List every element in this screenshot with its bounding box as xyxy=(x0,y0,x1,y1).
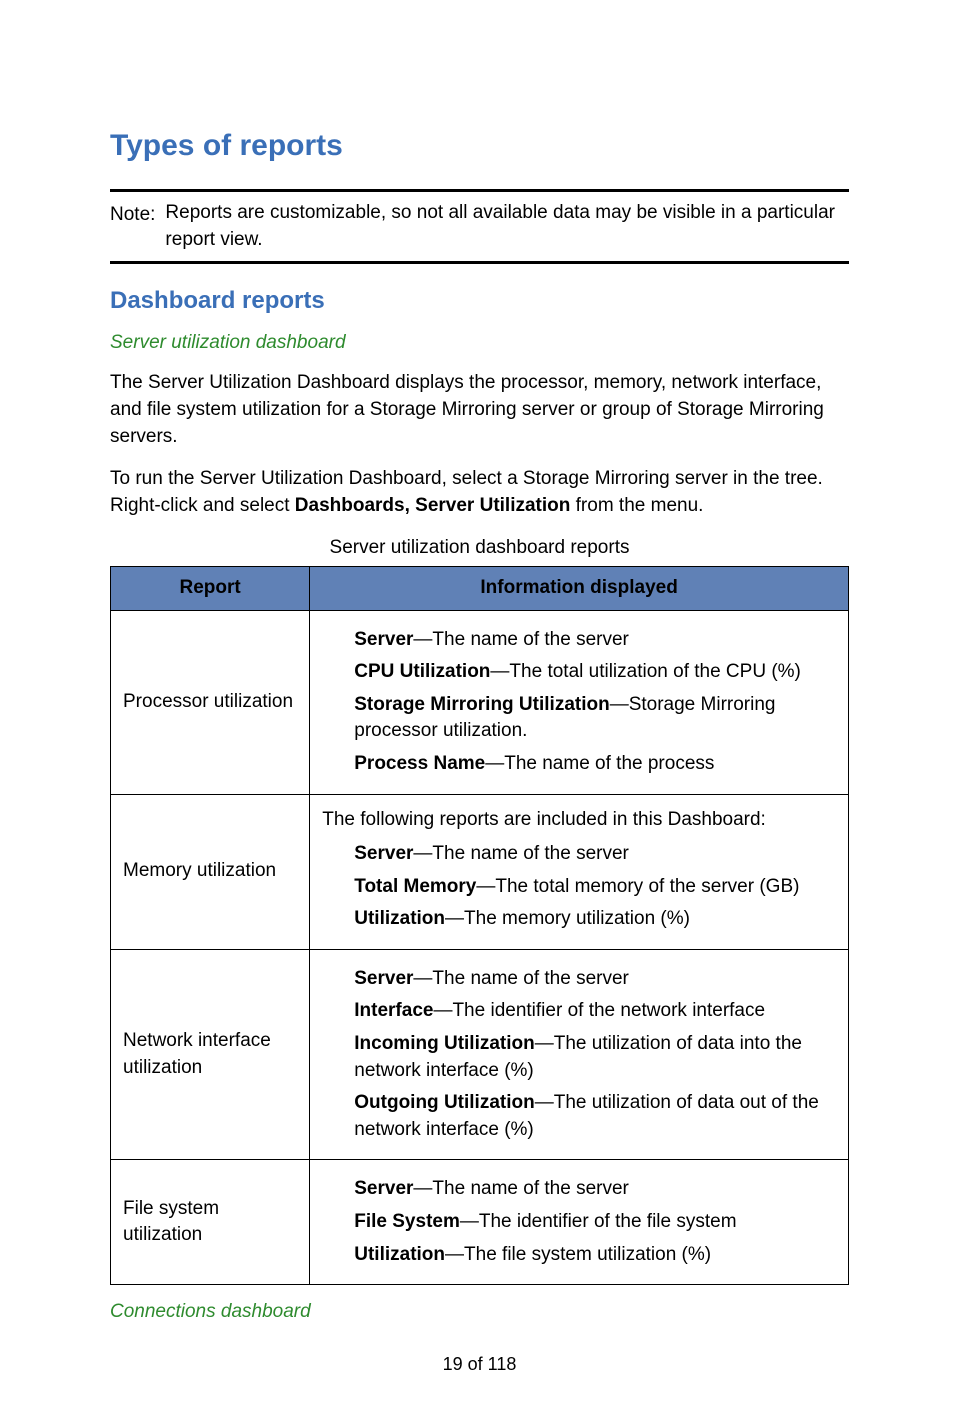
paragraph-intro: The Server Utilization Dashboard display… xyxy=(110,370,849,450)
page-number: 19 of 118 xyxy=(110,1352,849,1377)
subheading-connections-dashboard: Connections dashboard xyxy=(110,1299,849,1326)
information-displayed-cell: Server—The name of the serverInterface—T… xyxy=(310,949,849,1160)
info-item: Utilization—The file system utilization … xyxy=(354,1242,836,1269)
info-item-term: Server xyxy=(354,629,413,650)
report-name-cell: Memory utilization xyxy=(111,794,310,949)
note-block: Note: Reports are customizable, so not a… xyxy=(110,189,849,264)
table-header-information-displayed: Information displayed xyxy=(310,566,849,610)
table-caption: Server utilization dashboard reports xyxy=(110,535,849,562)
info-item-term: Utilization xyxy=(354,1244,445,1265)
info-item-desc: —The memory utilization (%) xyxy=(445,908,690,929)
info-item: Incoming Utilization—The utilization of … xyxy=(354,1031,836,1084)
information-displayed-cell: Server—The name of the server File System… xyxy=(310,1160,849,1285)
info-item-desc: —The file system utilization (%) xyxy=(445,1244,711,1265)
info-item-term: Server xyxy=(354,843,413,864)
info-item-desc: —The identifier of the file system xyxy=(460,1211,737,1232)
info-item: Server—The name of the server xyxy=(354,966,836,993)
info-item-desc: —The name of the server xyxy=(413,843,628,864)
table-row: Processor utilizationServer—The name of … xyxy=(111,610,849,794)
table-row: Memory utilization The following reports … xyxy=(111,794,849,949)
info-item-term: Utilization xyxy=(354,908,445,929)
info-item-term: Process Name xyxy=(354,753,485,774)
info-item: Utilization—The memory utilization (%) xyxy=(354,906,836,933)
info-item-desc: —The name of the process xyxy=(485,753,714,774)
info-item: Process Name—The name of the process xyxy=(354,751,836,778)
section-title-dashboard-reports: Dashboard reports xyxy=(110,284,849,318)
info-item-term: Outgoing Utilization xyxy=(354,1092,534,1113)
info-item-desc: —The name of the server xyxy=(413,1178,628,1199)
info-item: Total Memory—The total memory of the ser… xyxy=(354,874,836,901)
info-item: CPU Utilization—The total utilization of… xyxy=(354,659,836,686)
info-item: Interface—The identifier of the network … xyxy=(354,998,836,1025)
info-item-desc: —The name of the server xyxy=(413,629,628,650)
info-item-term: File System xyxy=(354,1211,460,1232)
info-item: Server—The name of the server xyxy=(354,627,836,654)
info-item-term: Server xyxy=(354,968,413,989)
info-item-desc: —The identifier of the network interface xyxy=(433,1000,765,1021)
info-item: Storage Mirroring Utilization—Storage Mi… xyxy=(354,692,836,745)
info-item-term: Total Memory xyxy=(354,876,476,897)
info-item-term: Storage Mirroring Utilization xyxy=(354,694,609,715)
paragraph-howto-bold: Dashboards, Server Utilization xyxy=(295,495,571,516)
info-item-term: Interface xyxy=(354,1000,433,1021)
note-label: Note: xyxy=(110,200,155,229)
info-item-term: Server xyxy=(354,1178,413,1199)
info-item: Server—The name of the server xyxy=(354,841,836,868)
info-item-desc: —The name of the server xyxy=(413,968,628,989)
information-displayed-cell: The following reports are included in th… xyxy=(310,794,849,949)
report-name-cell: File system utilization xyxy=(111,1160,310,1285)
info-item-term: Incoming Utilization xyxy=(354,1033,535,1054)
page-title: Types of reports xyxy=(110,125,849,167)
note-text: Reports are customizable, so not all ava… xyxy=(165,200,849,253)
report-name-cell: Processor utilization xyxy=(111,610,310,794)
info-item: Outgoing Utilization—The utilization of … xyxy=(354,1090,836,1143)
subheading-server-utilization-dashboard: Server utilization dashboard xyxy=(110,330,849,357)
table-header-report: Report xyxy=(111,566,310,610)
paragraph-howto: To run the Server Utilization Dashboard,… xyxy=(110,466,849,519)
table-row: File system utilizationServer—The name o… xyxy=(111,1160,849,1285)
server-utilization-reports-table: Report Information displayed Processor u… xyxy=(110,566,849,1285)
info-item: Server—The name of the server xyxy=(354,1176,836,1203)
information-displayed-cell: Server—The name of the server CPU Utiliza… xyxy=(310,610,849,794)
table-row: Network interface utilizationServer—The … xyxy=(111,949,849,1160)
info-item-desc: —The total memory of the server (GB) xyxy=(476,876,799,897)
info-item-desc: —The total utilization of the CPU (%) xyxy=(490,661,800,682)
info-item-term: CPU Utilization xyxy=(354,661,490,682)
paragraph-howto-post: from the menu. xyxy=(570,495,703,516)
report-name-cell: Network interface utilization xyxy=(111,949,310,1160)
info-intro-text: The following reports are included in th… xyxy=(322,807,836,834)
info-item: File System—The identifier of the file s… xyxy=(354,1209,836,1236)
